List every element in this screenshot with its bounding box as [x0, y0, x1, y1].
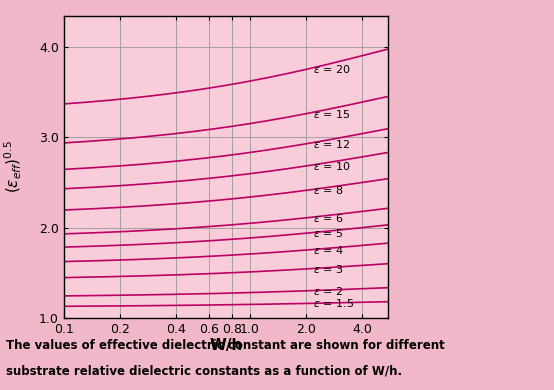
Text: $\epsilon$ = 2: $\epsilon$ = 2	[313, 285, 343, 297]
Text: $\epsilon$ = 12: $\epsilon$ = 12	[313, 138, 350, 150]
Text: The values of effective dielectric constant are shown for different: The values of effective dielectric const…	[6, 339, 444, 352]
Text: $\epsilon$ = 8: $\epsilon$ = 8	[313, 184, 343, 196]
Text: $\epsilon$ = 4: $\epsilon$ = 4	[313, 244, 344, 256]
Text: $\epsilon$ = 10: $\epsilon$ = 10	[313, 160, 351, 172]
Text: $\epsilon$ = 6: $\epsilon$ = 6	[313, 212, 343, 224]
Text: substrate relative dielectric constants as a function of W/h.: substrate relative dielectric constants …	[6, 365, 402, 378]
Text: $\epsilon$ = 3: $\epsilon$ = 3	[313, 263, 343, 275]
Text: $\epsilon$ = 1.5: $\epsilon$ = 1.5	[313, 298, 354, 309]
Text: $\epsilon$ = 15: $\epsilon$ = 15	[313, 108, 351, 120]
X-axis label: W/h: W/h	[209, 339, 243, 353]
Text: $\epsilon$ = 20: $\epsilon$ = 20	[313, 64, 351, 75]
Text: $\epsilon$ = 5: $\epsilon$ = 5	[313, 227, 343, 239]
Text: $(\epsilon_{eff})^{0.5}$: $(\epsilon_{eff})^{0.5}$	[3, 140, 24, 193]
